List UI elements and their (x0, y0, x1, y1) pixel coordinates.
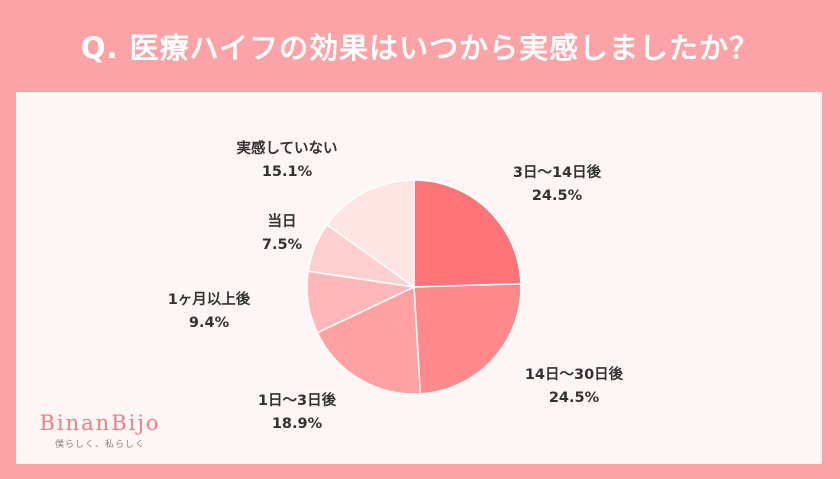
slice-label-name: 当日 (267, 214, 297, 230)
slice-label-3-14-days: 3日～14日後 24.5% (513, 162, 601, 208)
slice-label-value: 24.5% (548, 390, 600, 406)
slice-label-not-felt: 実感していない 15.1% (236, 138, 337, 184)
logo-tagline: 僕らしく、私らしく (54, 440, 145, 450)
brand-logo: BinanBijo 僕らしく、私らしく (36, 411, 164, 450)
slice-label-name: 14日～30日後 (524, 367, 624, 383)
chart-title: Q. 医療ハイフの効果はいつから実感しましたか？ (80, 31, 760, 65)
slice-3-14-days (413, 179, 522, 288)
slice-label-value: 18.9% (271, 416, 323, 432)
slice-label-value: 7.5% (261, 237, 303, 253)
slice-label-same-day: 当日 7.5% (262, 211, 302, 257)
slice-label-value: 24.5% (531, 188, 583, 204)
slice-label-over-1-month: 1ヶ月以上後 9.4% (168, 289, 251, 335)
slice-label-name: 1日～3日後 (257, 393, 337, 409)
slice-label-value: 15.1% (261, 164, 313, 180)
slice-14-30-days (413, 283, 522, 395)
slice-label-value: 9.4% (188, 315, 230, 331)
slice-not-felt (325, 179, 415, 289)
slice-label-name: 1ヶ月以上後 (167, 292, 251, 308)
slice-label-name: 実感していない (236, 141, 338, 157)
slice-label-1-3-days: 1日～3日後 18.9% (258, 390, 336, 436)
logo-name: BinanBijo (39, 411, 161, 435)
slice-label-name: 3日～14日後 (512, 165, 602, 181)
slice-label-14-30-days: 14日～30日後 24.5% (525, 364, 623, 410)
slice-1-3-days (316, 285, 422, 395)
